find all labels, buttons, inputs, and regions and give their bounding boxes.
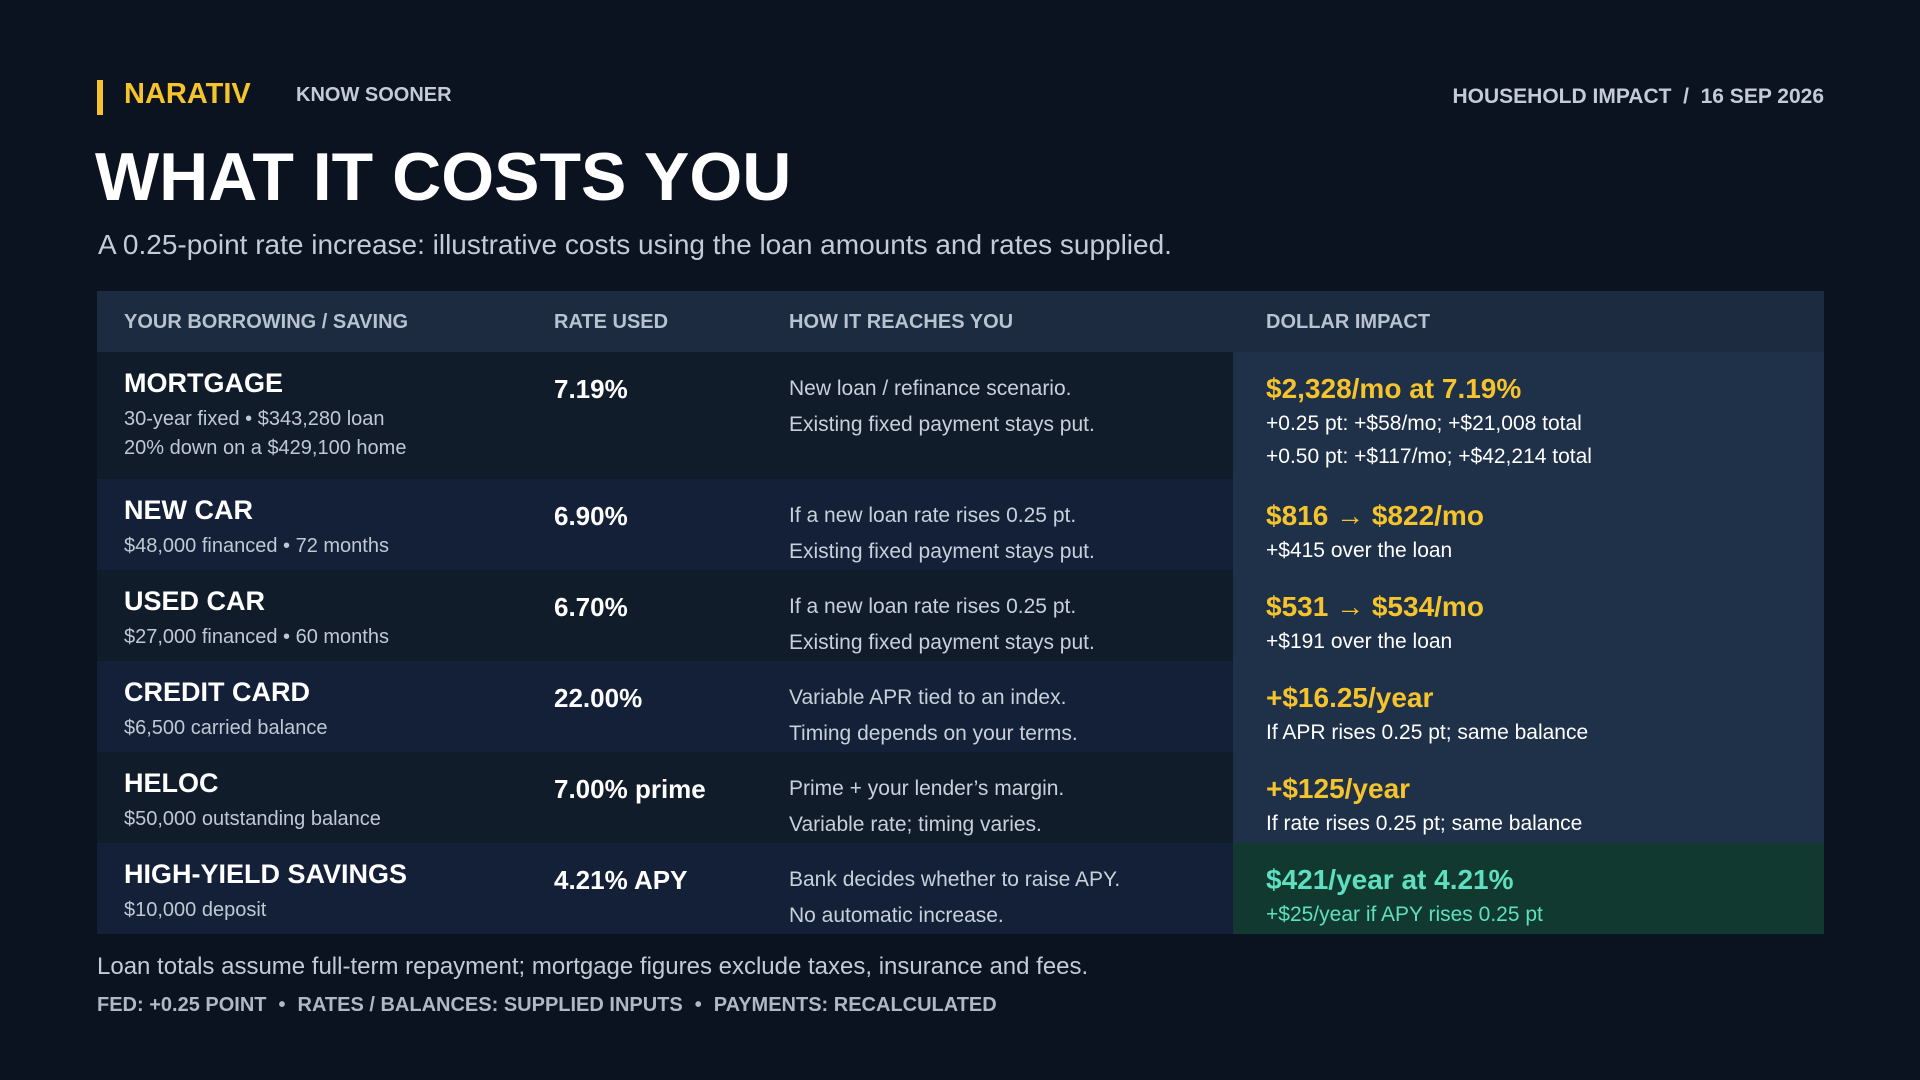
how-line: Timing depends on your terms. bbox=[789, 722, 1078, 745]
how-line: New loan / refinance scenario. bbox=[789, 377, 1072, 400]
how-line: Variable rate; timing varies. bbox=[789, 813, 1042, 836]
how-line: Prime + your lender’s margin. bbox=[789, 777, 1065, 800]
subtitle: A 0.25-point rate increase: illustrative… bbox=[98, 229, 1172, 260]
item-name: CREDIT CARD bbox=[124, 677, 310, 707]
rate-cell: 22.00% bbox=[527, 661, 762, 752]
how-line: Bank decides whether to raise APY. bbox=[789, 868, 1121, 891]
rate-cell: 4.21% APY bbox=[527, 843, 762, 934]
how-line: Existing fixed payment stays put. bbox=[789, 413, 1095, 436]
separator: • bbox=[278, 994, 286, 1016]
rate-cell: 6.70% bbox=[527, 570, 762, 661]
rate: 22.00% bbox=[554, 683, 643, 713]
how-line: Existing fixed payment stays put. bbox=[789, 631, 1095, 654]
footer-item: FED: +0.25 POINT bbox=[97, 994, 267, 1016]
how-cell: If a new loan rate rises 0.25 pt. Existin… bbox=[762, 570, 1233, 661]
meta: HOUSEHOLD IMPACT / 16 SEP 2026 bbox=[1452, 85, 1825, 108]
item-name: HELOC bbox=[124, 768, 219, 798]
item-detail: $10,000 deposit bbox=[124, 899, 267, 921]
item-name: HIGH-YIELD SAVINGS bbox=[124, 859, 408, 889]
rate-cell: 7.19% bbox=[527, 352, 762, 479]
how-line: No automatic increase. bbox=[789, 904, 1004, 927]
how-cell: If a new loan rate rises 0.25 pt. Existin… bbox=[762, 479, 1233, 570]
item-detail: $6,500 carried balance bbox=[124, 717, 328, 739]
column-header: YOUR BORROWING / SAVING bbox=[97, 291, 527, 352]
impact-detail: If APR rises 0.25 pt; same balance bbox=[1266, 721, 1589, 744]
rate: 7.19% bbox=[554, 374, 628, 404]
rate: 4.21% APY bbox=[554, 865, 688, 895]
item-detail: 30-year fixed • $343,280 loan bbox=[124, 408, 385, 430]
how-cell: Variable APR tied to an index. Timing dep… bbox=[762, 661, 1233, 752]
how-cell: Prime + your lender’s margin. Variable ra… bbox=[762, 752, 1233, 843]
footer-item: PAYMENTS: RECALCULATED bbox=[713, 994, 997, 1016]
item-cell: NEW CAR $48,000 financed • 72 months bbox=[97, 479, 527, 570]
impact-cell: $2,328/mo at 7.19% +0.25 pt: +$58/mo; +$2… bbox=[1233, 352, 1824, 479]
column-header: DOLLAR IMPACT bbox=[1233, 291, 1824, 352]
rate-cell: 7.00% prime bbox=[527, 752, 762, 843]
item-cell: MORTGAGE 30-year fixed • $343,280 loan 20%… bbox=[97, 352, 527, 479]
brand: NARATIV bbox=[124, 78, 251, 110]
how-line: Existing fixed payment stays put. bbox=[789, 540, 1095, 563]
rate: 6.70% bbox=[554, 592, 628, 622]
footer: FED: +0.25 POINT • RATES / BALANCES: SUPPL… bbox=[97, 994, 997, 1017]
how-line: If a new loan rate rises 0.25 pt. bbox=[789, 595, 1077, 618]
how-line: If a new loan rate rises 0.25 pt. bbox=[789, 504, 1077, 527]
impact-cell: $816 → $822/mo +$415 over the loan bbox=[1233, 479, 1824, 570]
item-detail: $50,000 outstanding balance bbox=[124, 808, 381, 830]
impact-headline: $816 → $822/mo bbox=[1266, 500, 1484, 531]
impact-cell: +$16.25/year If APR rises 0.25 pt; same b… bbox=[1233, 661, 1824, 752]
item-name: NEW CAR bbox=[124, 495, 253, 525]
tagline: KNOW SOONER bbox=[296, 84, 452, 106]
rate: 7.00% prime bbox=[554, 774, 706, 804]
impact-cell: +$125/year If rate rises 0.25 pt; same ba… bbox=[1233, 752, 1824, 843]
impact-headline: $531 → $534/mo bbox=[1266, 591, 1484, 622]
impact-detail: +$191 over the loan bbox=[1266, 630, 1453, 653]
item-name: MORTGAGE bbox=[124, 368, 283, 398]
table: YOUR BORROWING / SAVING RATE USED HOW IT R… bbox=[97, 291, 1824, 934]
impact-detail: +0.25 pt: +$58/mo; +$21,008 total bbox=[1266, 412, 1582, 435]
item-detail: 20% down on a $429,100 home bbox=[124, 437, 407, 459]
impact-cell: $421/year at 4.21% +$25/year if APY rises… bbox=[1233, 843, 1824, 934]
column-header: RATE USED bbox=[527, 291, 762, 352]
impact-headline: +$125/year bbox=[1266, 773, 1411, 804]
impact-detail: +$415 over the loan bbox=[1266, 539, 1453, 562]
impact-headline: +$16.25/year bbox=[1266, 682, 1434, 713]
brand-bar bbox=[97, 80, 103, 115]
item-detail: $27,000 financed • 60 months bbox=[124, 626, 389, 648]
item-name: USED CAR bbox=[124, 586, 266, 616]
impact-headline: $421/year at 4.21% bbox=[1266, 864, 1514, 895]
impact-detail: +$25/year if APY rises 0.25 pt bbox=[1266, 903, 1543, 926]
footnote: Loan totals assume full-term repayment; … bbox=[97, 953, 1089, 980]
rate-cell: 6.90% bbox=[527, 479, 762, 570]
item-cell: CREDIT CARD $6,500 carried balance bbox=[97, 661, 527, 752]
impact-cell: $531 → $534/mo +$191 over the loan bbox=[1233, 570, 1824, 661]
title: WHAT IT COSTS YOU bbox=[95, 139, 792, 215]
column-header: HOW IT REACHES YOU bbox=[762, 291, 1233, 352]
impact-detail: If rate rises 0.25 pt; same balance bbox=[1266, 812, 1583, 835]
how-cell: New loan / refinance scenario. Existing f… bbox=[762, 352, 1233, 479]
item-cell: USED CAR $27,000 financed • 60 months bbox=[97, 570, 527, 661]
separator: • bbox=[694, 994, 702, 1016]
impact-detail: +0.50 pt: +$117/mo; +$42,214 total bbox=[1266, 445, 1592, 468]
item-detail: $48,000 financed • 72 months bbox=[124, 535, 389, 557]
how-cell: Bank decides whether to raise APY. No aut… bbox=[762, 843, 1233, 934]
rate: 6.90% bbox=[554, 501, 628, 531]
item-cell: HIGH-YIELD SAVINGS $10,000 deposit bbox=[97, 843, 527, 934]
how-line: Variable APR tied to an index. bbox=[789, 686, 1067, 709]
impact-headline: $2,328/mo at 7.19% bbox=[1266, 373, 1522, 404]
item-cell: HELOC $50,000 outstanding balance bbox=[97, 752, 527, 843]
footer-item: RATES / BALANCES: SUPPLIED INPUTS bbox=[297, 994, 683, 1016]
